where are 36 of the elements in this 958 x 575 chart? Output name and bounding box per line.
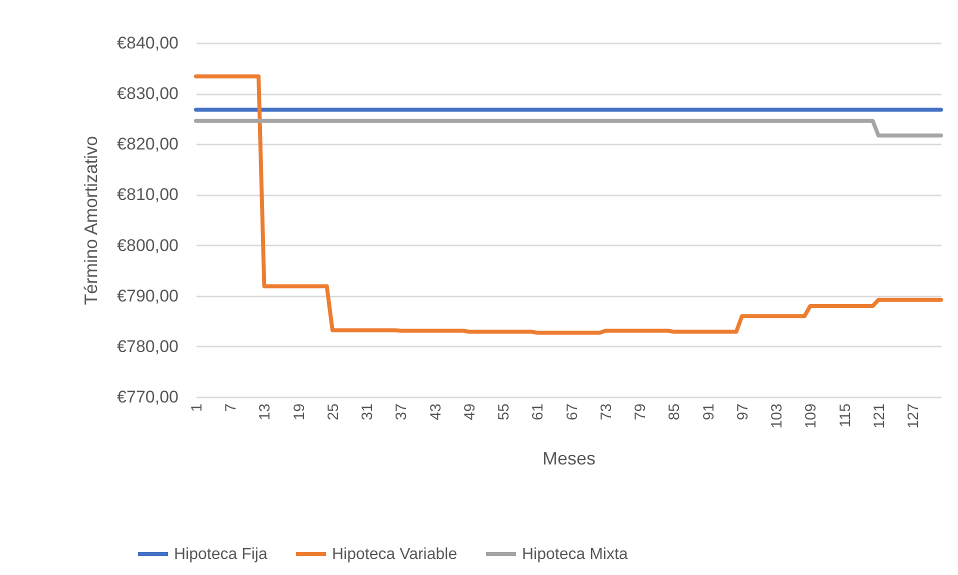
x-tick-label: 127 [905,404,922,429]
y-tick-label: €830,00 [117,84,178,104]
y-tick-label: €770,00 [117,388,178,406]
y-tick-label: €810,00 [117,185,178,204]
x-tick-label: 115 [836,404,854,428]
y-tick-label: €790,00 [117,286,178,306]
legend-label: Hipoteca Mixta [522,546,628,563]
x-tick-label: 7 [222,404,240,412]
x-tick-label: 67 [564,404,581,420]
x-tick-label: 43 [427,404,444,420]
y-tick-label: €780,00 [117,336,178,356]
x-tick-label: 13 [256,404,274,420]
y-axis-title: Término Amortizativo [81,136,102,306]
x-axis-title: Meses [542,448,596,469]
x-tick-label: 121 [870,404,888,429]
x-tick-label: 55 [496,404,513,420]
x-tick-label: 1 [188,404,206,412]
legend-label: Hipoteca Fija [174,546,268,563]
y-tick-label: €820,00 [117,134,178,154]
x-tick-label: 79 [632,404,650,420]
x-tick-label: 49 [461,404,478,420]
x-tick-label: 37 [393,404,410,420]
x-tick-label: 31 [359,404,376,420]
x-tick-label: 61 [530,404,547,420]
x-tick-label: 19 [290,404,308,420]
legend-label: Hipoteca Variable [332,546,458,563]
y-tick-label: €800,00 [117,236,178,255]
x-tick-label: 85 [666,404,684,420]
x-tick-label: 73 [598,404,615,420]
y-tick-label: €840,00 [117,34,178,52]
x-tick-label: 109 [802,404,820,429]
line-series [194,74,943,335]
x-tick-label: 25 [324,404,342,420]
x-tick-label: 97 [734,404,752,420]
x-tick-label: 103 [768,404,786,429]
x-tick-label: 91 [700,404,718,420]
